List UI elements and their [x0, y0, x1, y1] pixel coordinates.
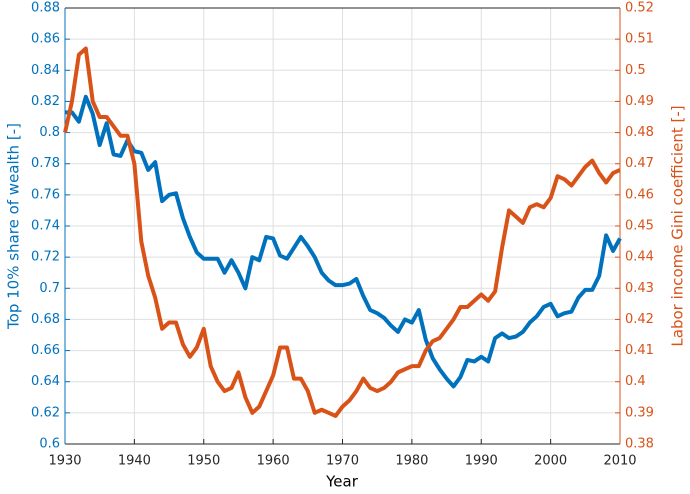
y2-tick-label: 0.44 — [625, 250, 654, 265]
y2-tick-label: 0.38 — [625, 437, 654, 452]
y2-tick-label: 0.43 — [625, 281, 654, 296]
x-tick-label: 1980 — [395, 454, 428, 469]
y2-tick-label: 0.51 — [625, 32, 654, 47]
y2-axis-title: Labor income Gini coefficient [-] — [669, 105, 687, 346]
x-tick-label: 1970 — [326, 454, 359, 469]
x-tick-label: 2000 — [534, 454, 567, 469]
y2-tick-label: 0.46 — [625, 187, 654, 202]
y-tick-label: 0.62 — [31, 405, 60, 420]
x-tick-label: 1990 — [465, 454, 498, 469]
y-tick-label: 0.6 — [39, 437, 60, 452]
y2-tick-label: 0.39 — [625, 405, 654, 420]
y2-tick-label: 0.48 — [625, 125, 654, 140]
y-axis-title: Top 10% share of wealth [-] — [5, 123, 23, 330]
y2-tick-label: 0.52 — [625, 1, 654, 16]
y-tick-label: 0.74 — [31, 219, 60, 234]
y2-tick-label: 0.42 — [625, 312, 654, 327]
y-tick-label: 0.88 — [31, 1, 60, 16]
y-tick-label: 0.72 — [31, 250, 60, 265]
y2-tick-label: 0.49 — [625, 94, 654, 109]
y2-tick-label: 0.41 — [625, 343, 654, 358]
y-tick-label: 0.76 — [31, 187, 60, 202]
data-line — [63, 46, 621, 418]
y2-tick-label: 0.47 — [625, 156, 654, 171]
y2-tick-label: 0.45 — [625, 219, 654, 234]
y-tick-label: 0.66 — [31, 343, 60, 358]
x-tick-label: 1950 — [187, 454, 220, 469]
x-tick-label: 1940 — [118, 454, 151, 469]
y-tick-label: 0.86 — [31, 32, 60, 47]
x-tick-label: 1930 — [48, 454, 81, 469]
x-axis-title: Year — [325, 473, 359, 491]
y-tick-label: 0.7 — [39, 281, 60, 296]
y-tick-label: 0.64 — [31, 374, 60, 389]
y-tick-label: 0.78 — [31, 156, 60, 171]
data-line — [65, 94, 622, 389]
x-tick-label: 2010 — [603, 454, 636, 469]
y-tick-label: 0.84 — [31, 63, 60, 78]
y-tick-label: 0.82 — [31, 94, 60, 109]
y2-tick-label: 0.4 — [625, 374, 646, 389]
y-tick-label: 0.68 — [31, 312, 60, 327]
y-tick-label: 0.8 — [39, 125, 60, 140]
y2-tick-label: 0.5 — [625, 63, 646, 78]
x-tick-label: 1960 — [257, 454, 290, 469]
